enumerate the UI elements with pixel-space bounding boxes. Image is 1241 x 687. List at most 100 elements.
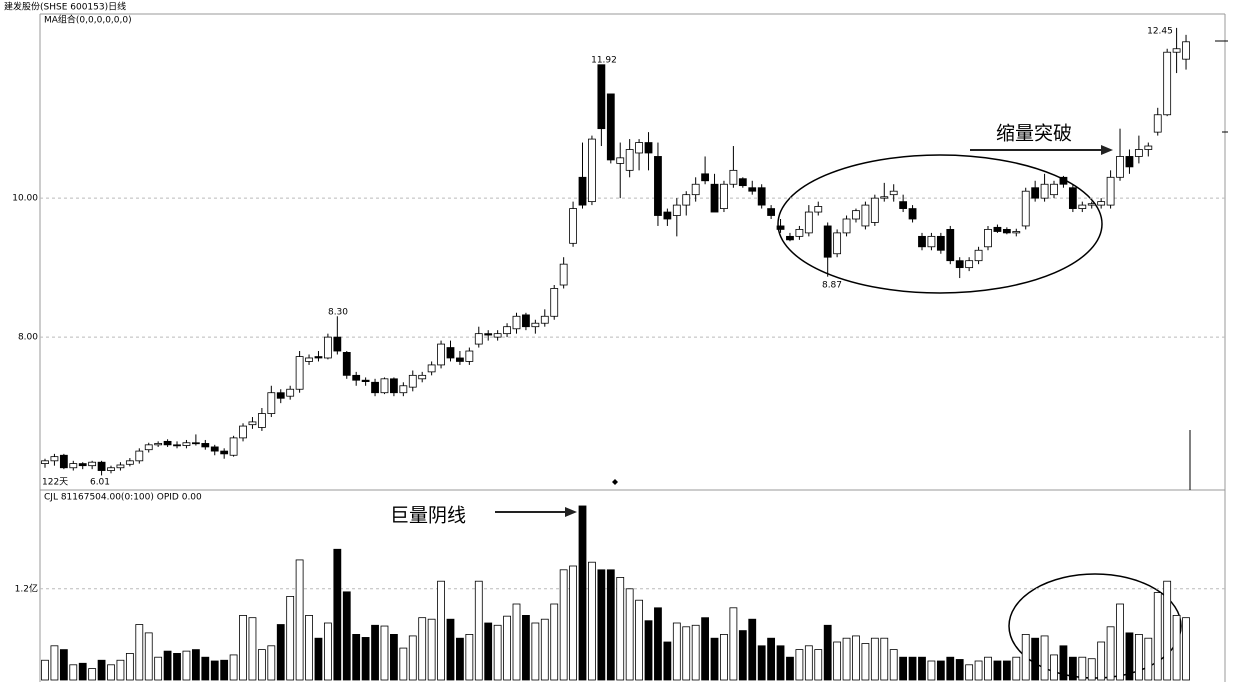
candle-body — [154, 443, 163, 446]
candle-body — [889, 190, 898, 196]
volume-bar — [1078, 656, 1087, 681]
volume-bar — [672, 622, 681, 681]
volume-bar — [729, 607, 738, 681]
candle-body — [1078, 204, 1087, 209]
volume-bar — [305, 615, 313, 681]
candle-body — [823, 225, 832, 258]
candle-body — [314, 356, 323, 359]
volume-bar — [1031, 637, 1040, 681]
candle-body — [861, 204, 870, 227]
volume-bar — [314, 637, 323, 681]
volume-bar — [880, 637, 889, 681]
candle-body — [729, 169, 738, 185]
volume-bar — [1040, 635, 1049, 681]
volume-bar — [418, 617, 427, 681]
volume-bar — [936, 660, 945, 681]
candle-body — [899, 201, 908, 209]
candle-body — [757, 187, 766, 206]
candle-body — [1116, 156, 1124, 178]
volume-bar — [1116, 603, 1124, 681]
volume-bar — [59, 649, 68, 681]
annotation: 6.01 — [90, 478, 110, 488]
candle-body — [738, 178, 747, 187]
volume-bar — [588, 561, 596, 681]
candle-body — [597, 64, 606, 130]
candle-body — [691, 183, 700, 196]
volume-bar — [229, 654, 238, 681]
volume-bar — [899, 656, 908, 681]
volume-bar — [795, 649, 804, 681]
volume-bar — [323, 622, 332, 681]
candle-body — [1012, 231, 1021, 234]
candle-body — [654, 156, 662, 216]
volume-bar — [1021, 634, 1030, 681]
volume-bar — [833, 641, 842, 681]
candle-body — [814, 206, 823, 213]
volume-bar — [286, 596, 295, 681]
candle-body — [1068, 187, 1077, 209]
volume-bar — [814, 649, 823, 681]
volume-bar — [107, 664, 115, 681]
annotation: 缩量突破 — [996, 123, 1072, 145]
candle-body — [191, 442, 200, 445]
candle-body — [1002, 229, 1011, 234]
volume-bar — [578, 505, 587, 681]
candle-body — [323, 336, 332, 359]
volume-bar — [540, 618, 549, 681]
volume-bar — [97, 659, 106, 681]
volume-bar — [597, 569, 606, 681]
volume-bar — [955, 659, 964, 681]
candle-body — [41, 460, 49, 464]
candle-body — [880, 196, 889, 199]
volume-bar — [691, 624, 700, 681]
volume-bar — [606, 569, 615, 681]
candle-body — [870, 197, 879, 223]
volume-bar — [474, 580, 483, 681]
volume-bar — [88, 668, 97, 681]
candle-body — [588, 138, 596, 203]
volume-bar — [654, 607, 662, 681]
volume-bar — [446, 618, 455, 681]
volume-bar — [352, 634, 361, 681]
volume-bar — [1068, 656, 1077, 681]
candle-body — [625, 149, 634, 171]
candle-body — [390, 378, 398, 394]
candle-body — [606, 93, 615, 161]
candle-body — [116, 464, 125, 469]
candle-body — [1031, 187, 1040, 199]
volume-bar — [908, 656, 917, 681]
candle-body — [125, 460, 134, 465]
candle-body — [342, 352, 351, 376]
volume-bar — [861, 643, 870, 681]
candle-body — [1050, 183, 1058, 196]
candle-body — [257, 413, 266, 428]
volume-bar — [870, 637, 879, 681]
candle-body — [748, 187, 757, 192]
candle-body — [1172, 48, 1181, 53]
candle-body — [69, 463, 78, 469]
volume-bar — [682, 626, 691, 681]
arrow-head — [565, 507, 577, 517]
volume-bar — [710, 637, 719, 681]
candle-body — [493, 333, 502, 338]
volume-bar — [210, 660, 219, 681]
candle-body — [767, 208, 776, 216]
candle-body — [286, 388, 295, 397]
volume-bar — [965, 664, 974, 681]
candle-body — [720, 183, 728, 209]
volume-bar — [776, 645, 785, 681]
candle-body — [97, 461, 106, 471]
candle-body — [1021, 190, 1030, 227]
volume-bar — [201, 656, 210, 681]
candle-body — [833, 232, 842, 255]
volume-bar — [173, 653, 181, 681]
volume-bar — [295, 559, 304, 681]
volume-bar — [1153, 592, 1162, 681]
volume-bar — [701, 617, 709, 681]
volume-bar — [135, 624, 144, 681]
volume-bar — [842, 637, 851, 681]
volume-bar — [220, 659, 229, 681]
candle-body — [427, 364, 436, 373]
